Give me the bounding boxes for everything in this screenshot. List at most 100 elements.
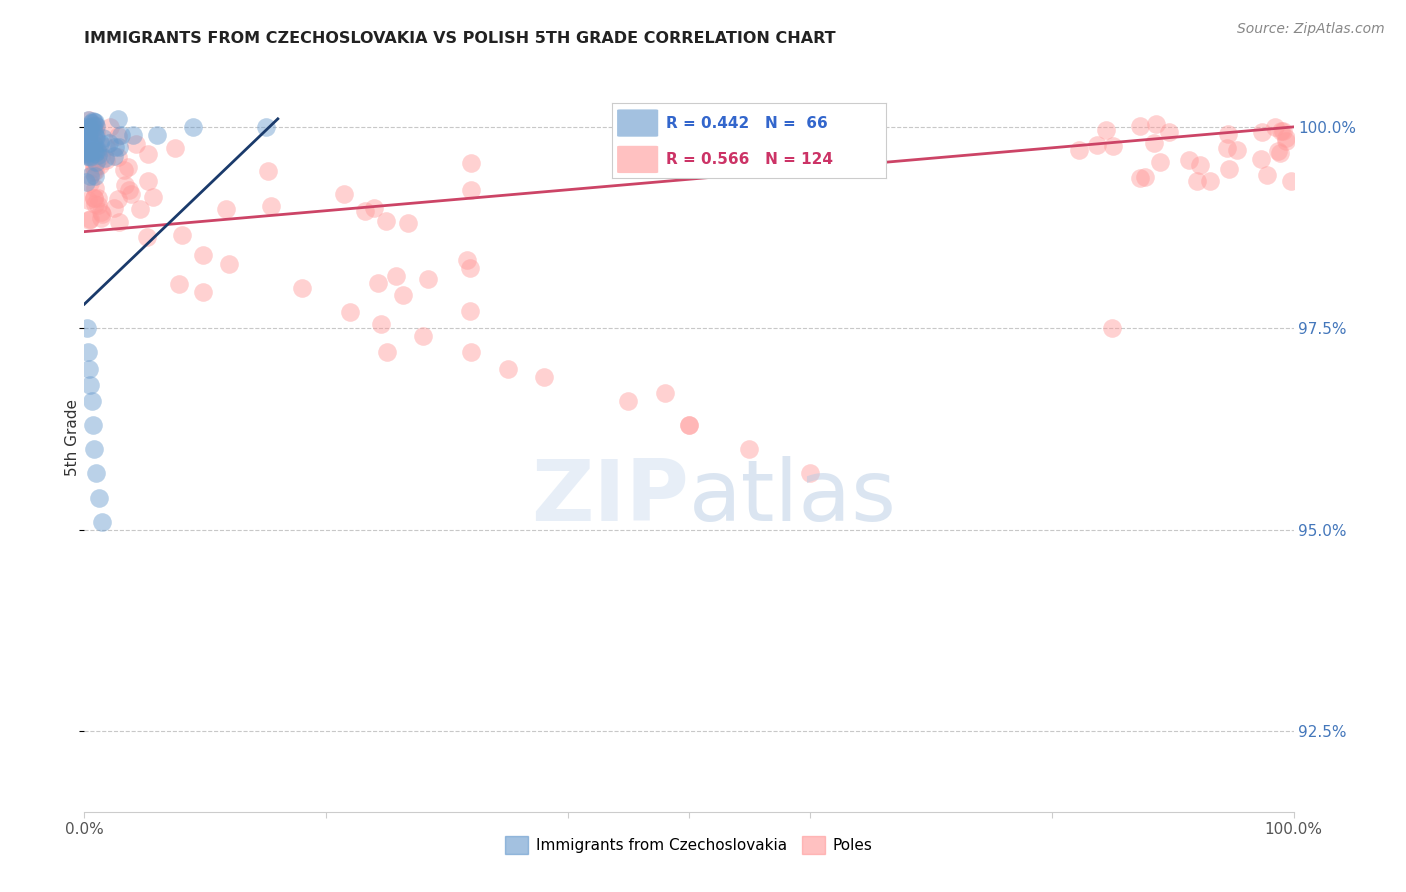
Point	[107, 192, 129, 206]
Point	[89, 158, 111, 172]
Point	[1069, 144, 1091, 158]
Point	[77, 345, 100, 359]
Point	[83, 137, 105, 152]
Point	[107, 150, 129, 164]
Point	[86, 192, 108, 206]
Text: atlas: atlas	[689, 456, 897, 539]
Point	[363, 201, 385, 215]
Point	[76, 141, 98, 155]
Point	[76, 135, 98, 149]
Point	[83, 191, 105, 205]
Text: Source: ZipAtlas.com: Source: ZipAtlas.com	[1237, 22, 1385, 37]
Point	[76, 113, 98, 128]
Point	[75, 135, 97, 149]
Point	[98, 120, 121, 134]
Point	[1185, 174, 1208, 188]
Point	[1101, 139, 1123, 153]
Point	[79, 150, 101, 164]
Point	[165, 141, 187, 155]
Point	[181, 120, 204, 134]
Point	[76, 127, 98, 141]
Point	[82, 114, 104, 128]
Point	[77, 361, 100, 376]
Point	[87, 198, 110, 212]
Point	[84, 119, 107, 133]
Point	[1129, 119, 1152, 133]
Point	[90, 149, 112, 163]
Point	[370, 317, 392, 331]
Point	[617, 393, 640, 408]
Point	[108, 215, 131, 229]
Point	[76, 146, 98, 161]
Point	[291, 281, 314, 295]
Point	[416, 272, 439, 286]
Point	[1216, 127, 1239, 141]
Point	[82, 131, 104, 145]
Point	[1143, 136, 1166, 150]
Point	[86, 145, 108, 159]
Text: ZIP: ZIP	[531, 456, 689, 539]
Point	[82, 145, 104, 159]
Point	[83, 161, 105, 175]
Point	[1129, 170, 1152, 185]
Point	[83, 115, 105, 129]
Point	[799, 467, 821, 481]
Point	[146, 128, 169, 142]
Point	[75, 141, 97, 155]
Point	[97, 136, 120, 150]
Point	[191, 285, 214, 300]
Y-axis label: 5th Grade: 5th Grade	[65, 399, 80, 475]
Point	[84, 145, 107, 160]
Point	[79, 120, 101, 134]
Point	[129, 202, 152, 216]
Point	[412, 329, 434, 343]
Point	[254, 120, 277, 134]
Point	[79, 169, 101, 184]
Point	[96, 140, 118, 154]
Point	[76, 147, 98, 161]
Point	[458, 260, 481, 275]
Point	[333, 187, 356, 202]
Point	[87, 491, 110, 505]
Point	[392, 288, 415, 302]
Point	[256, 164, 278, 178]
Point	[120, 187, 142, 202]
Point	[91, 131, 114, 145]
Point	[83, 191, 105, 205]
Point	[108, 139, 131, 153]
Point	[76, 148, 98, 162]
Point	[1268, 146, 1291, 161]
Point	[75, 120, 97, 134]
Point	[79, 140, 101, 154]
Point	[170, 228, 193, 243]
Point	[396, 216, 419, 230]
Point	[375, 345, 398, 359]
Point	[1133, 170, 1156, 185]
Point	[1095, 123, 1118, 137]
Point	[1250, 125, 1272, 139]
Point	[83, 115, 105, 129]
Legend: Immigrants from Czechoslovakia, Poles: Immigrants from Czechoslovakia, Poles	[499, 830, 879, 860]
Point	[167, 277, 190, 292]
Point	[104, 140, 127, 154]
Point	[260, 199, 283, 213]
Point	[84, 130, 107, 145]
Point	[87, 145, 110, 160]
Point	[94, 151, 117, 165]
Point	[103, 202, 125, 216]
Point	[456, 253, 478, 268]
Point	[215, 202, 238, 216]
Point	[84, 155, 107, 169]
Point	[1226, 143, 1249, 157]
Point	[79, 377, 101, 392]
Point	[1198, 174, 1220, 188]
Point	[738, 442, 761, 457]
Point	[89, 136, 111, 151]
Point	[77, 193, 100, 207]
Point	[77, 130, 100, 145]
Point	[83, 143, 105, 157]
Point	[1256, 168, 1278, 182]
Point	[533, 369, 555, 384]
Point	[80, 150, 103, 164]
Point	[1188, 158, 1211, 172]
